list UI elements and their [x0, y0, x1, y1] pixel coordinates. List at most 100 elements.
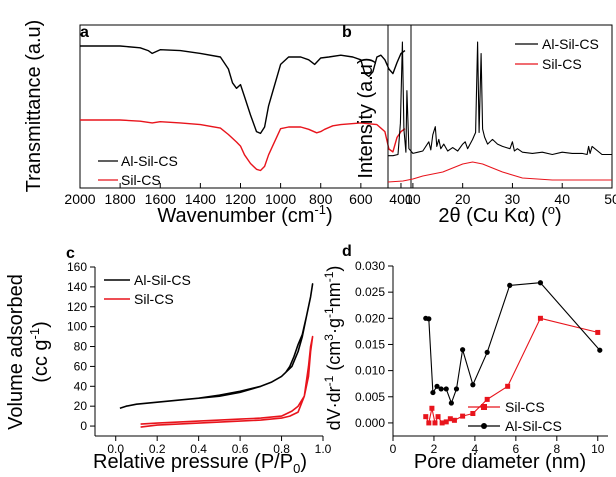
panel-d-y-axis-label-sup4: -1 — [322, 271, 336, 282]
panel-d-series-1-point-0 — [423, 414, 429, 420]
panel-c-series-1-line — [119, 283, 314, 409]
panel-a-x-tick-label-7: 600 — [349, 191, 373, 207]
panel-b: b 10 20 30 40 50 Intensity (a.u) 2θ (Cu Kα) … — [342, 24, 616, 227]
panel-a-x-tick-label-8: 400 — [389, 191, 413, 207]
panel-d-series-1-point-5 — [439, 420, 445, 426]
panel-d-x-tick-label-1: 2 — [431, 442, 438, 456]
panel-a-legend: Al-Sil-CS Sil-CS — [98, 153, 178, 188]
panel-d-y-axis-label-close: ) — [324, 266, 344, 272]
panel-b-x-tick-label-2: 30 — [505, 191, 521, 207]
panel-b-x-tick-label-4: 50 — [604, 191, 616, 207]
panel-b-x-axis-label-main: 2θ (Cu Kα) ( — [438, 205, 548, 227]
panel-a-legend-label-1: Al-Sil-CS — [121, 153, 178, 169]
panel-d-y-tick-label-3: 0.015 — [355, 337, 385, 351]
panel-c-series-2-line — [140, 335, 314, 428]
panel-c-x-axis-label: Relative pressure (P/P0) — [93, 451, 307, 476]
panel-d-series-1-point-14 — [595, 329, 601, 335]
panel-d-series-1-point-7 — [447, 416, 453, 422]
panel-c-x-tick-label-2: 0.4 — [190, 442, 207, 456]
panel-c-y-axis-label-sup: -1 — [27, 328, 42, 340]
panel-d-y-tick-label-0: 0.000 — [355, 416, 385, 430]
panel-a-x-tick-label-5: 1000 — [265, 191, 296, 207]
panel-c-legend-label-1: Al-Sil-CS — [134, 272, 191, 288]
panel-d-y-axis-label-sup2: 3 — [322, 334, 336, 341]
panel-c-y-tick-label-2: 40 — [74, 379, 88, 393]
panel-d-series-2-point-6 — [448, 400, 454, 406]
panel-d-legend-label-1: Sil-CS — [505, 399, 545, 415]
panel-d-series-1-point-4 — [435, 414, 441, 420]
panel-c-x-tick-label-4: 0.8 — [273, 442, 290, 456]
panel-c-x-axis-label-close: ) — [300, 451, 307, 473]
panel-a-series — [80, 45, 406, 172]
panel-a-x-tick-label-2: 1600 — [145, 191, 176, 207]
panel-c-y-axis-label-close: ) — [30, 321, 52, 328]
panel-d-x-tick-label-2: 4 — [472, 442, 479, 456]
panel-d-y-tick-label-6: 0.030 — [355, 259, 385, 273]
panel-d-series-1-point-10 — [470, 411, 476, 417]
panel-d-y-axis-label-mid3: nm — [324, 282, 344, 307]
panel-d-series-2-line — [425, 282, 601, 404]
panel-b-legend-label-1: Al-Sil-CS — [542, 36, 599, 52]
panel-d: d 0 2 4 6 8 100.0000.0050.0100.0150.0200.0250… — [322, 243, 608, 473]
panel-c-legend-label-2: Sil-CS — [134, 291, 174, 307]
panel-c-x-tick-label-5: 1.0 — [315, 442, 332, 456]
panel-a-y-axis-label: Transmittance (a.u) — [23, 20, 45, 193]
panel-a-frame — [79, 24, 412, 189]
panel-b-frame — [387, 24, 613, 189]
panel-c: c 0.0 0.2 0.4 0.6 0.8 1.0 0 20 40 60 80 100 120 140 16… — [5, 245, 332, 476]
panel-d-series-1-point-11 — [484, 396, 490, 402]
panel-d-series-1-point-9 — [460, 413, 466, 419]
panel-d-y-axis-label-mid: (cm — [324, 341, 344, 376]
panel-d-y-tick-label-2: 0.010 — [355, 364, 385, 378]
panel-d-series-1-point-8 — [451, 417, 457, 423]
panel-d-x-tick-label-5: 10 — [591, 442, 605, 456]
panel-d-series-2-point-4 — [438, 386, 444, 392]
panel-a-legend-label-2: Sil-CS — [121, 172, 161, 188]
panel-a-x-ticks: 2000 1800 1600 1400 1200 1000 800 600 400 — [64, 183, 413, 207]
panel-d-y-axis-label-sup3: -1 — [322, 307, 336, 318]
panel-d-series-2-point-7 — [453, 386, 460, 392]
panel-b-x-axis-label-sup: o — [548, 202, 555, 217]
panel-d-series-2-point-13 — [597, 347, 603, 353]
panel-d-series-1-point-6 — [443, 419, 449, 425]
panel-d-legend: Sil-CS Al-Sil-CS — [468, 399, 562, 434]
panel-b-y-axis-label: Intensity (a.u) — [355, 57, 377, 178]
panel-d-legend-marker-2 — [481, 423, 487, 429]
panel-d-series-2-point-12 — [537, 280, 544, 286]
panel-b-x-axis-label-close: ) — [555, 205, 562, 227]
panel-a-x-tick-label-0: 2000 — [64, 191, 95, 207]
panel-c-y-tick-label-8: 160 — [67, 260, 87, 274]
panel-d-y-axis-label-mid2: ·g — [324, 318, 344, 334]
panel-b-legend-label-2: Sil-CS — [542, 56, 582, 72]
panel-d-series-2-point-2 — [430, 389, 436, 396]
panel-a-series-1-line — [80, 45, 406, 135]
panel-d-legend-marker-1 — [481, 404, 487, 410]
panel-d-x-axis-label: Pore diameter (nm) — [414, 451, 586, 473]
panel-a-x-tick-label-3: 1400 — [185, 191, 216, 207]
panel-d-x-tick-label-0: 0 — [390, 442, 397, 456]
panel-d-y-axis-label-main: dV·dr — [324, 386, 344, 430]
panel-a: a 2000 1800 1600 1400 1200 1000 800 600 400 Tran… — [23, 20, 413, 227]
panel-a-x-tick-label-6: 800 — [309, 191, 333, 207]
panel-b-legend: Al-Sil-CS Sil-CS — [515, 36, 599, 72]
panel-b-x-ticks: 10 20 30 40 50 — [405, 183, 616, 207]
panel-d-legend-label-2: Al-Sil-CS — [505, 418, 562, 434]
panel-d-series — [423, 280, 603, 426]
panel-label-d: d — [342, 243, 352, 260]
panel-label-b: b — [342, 24, 352, 41]
panel-d-y-tick-label-4: 0.020 — [355, 311, 385, 325]
panel-d-series-2-point-3 — [434, 383, 440, 389]
panel-d-series-1-point-12 — [505, 383, 511, 389]
panel-a-x-tick-label-4: 1200 — [225, 191, 256, 207]
panel-d-x-tick-label-3: 6 — [513, 442, 520, 456]
panel-d-y-tick-label-1: 0.005 — [355, 390, 385, 404]
panel-d-series-1-point-2 — [429, 405, 435, 411]
panel-d-series-2-point-11 — [507, 282, 513, 288]
panel-label-c: c — [66, 245, 75, 262]
panel-a-x-tick-label-1: 1800 — [105, 191, 136, 207]
panel-c-y-axis-label-main: (cc g — [30, 339, 52, 382]
panel-b-series-1-line — [388, 41, 612, 157]
panel-a-x-axis-label-main: Wavenumber (cm — [157, 205, 314, 227]
panel-c-y-axis-label-line2: (cc g-1) — [27, 321, 52, 383]
